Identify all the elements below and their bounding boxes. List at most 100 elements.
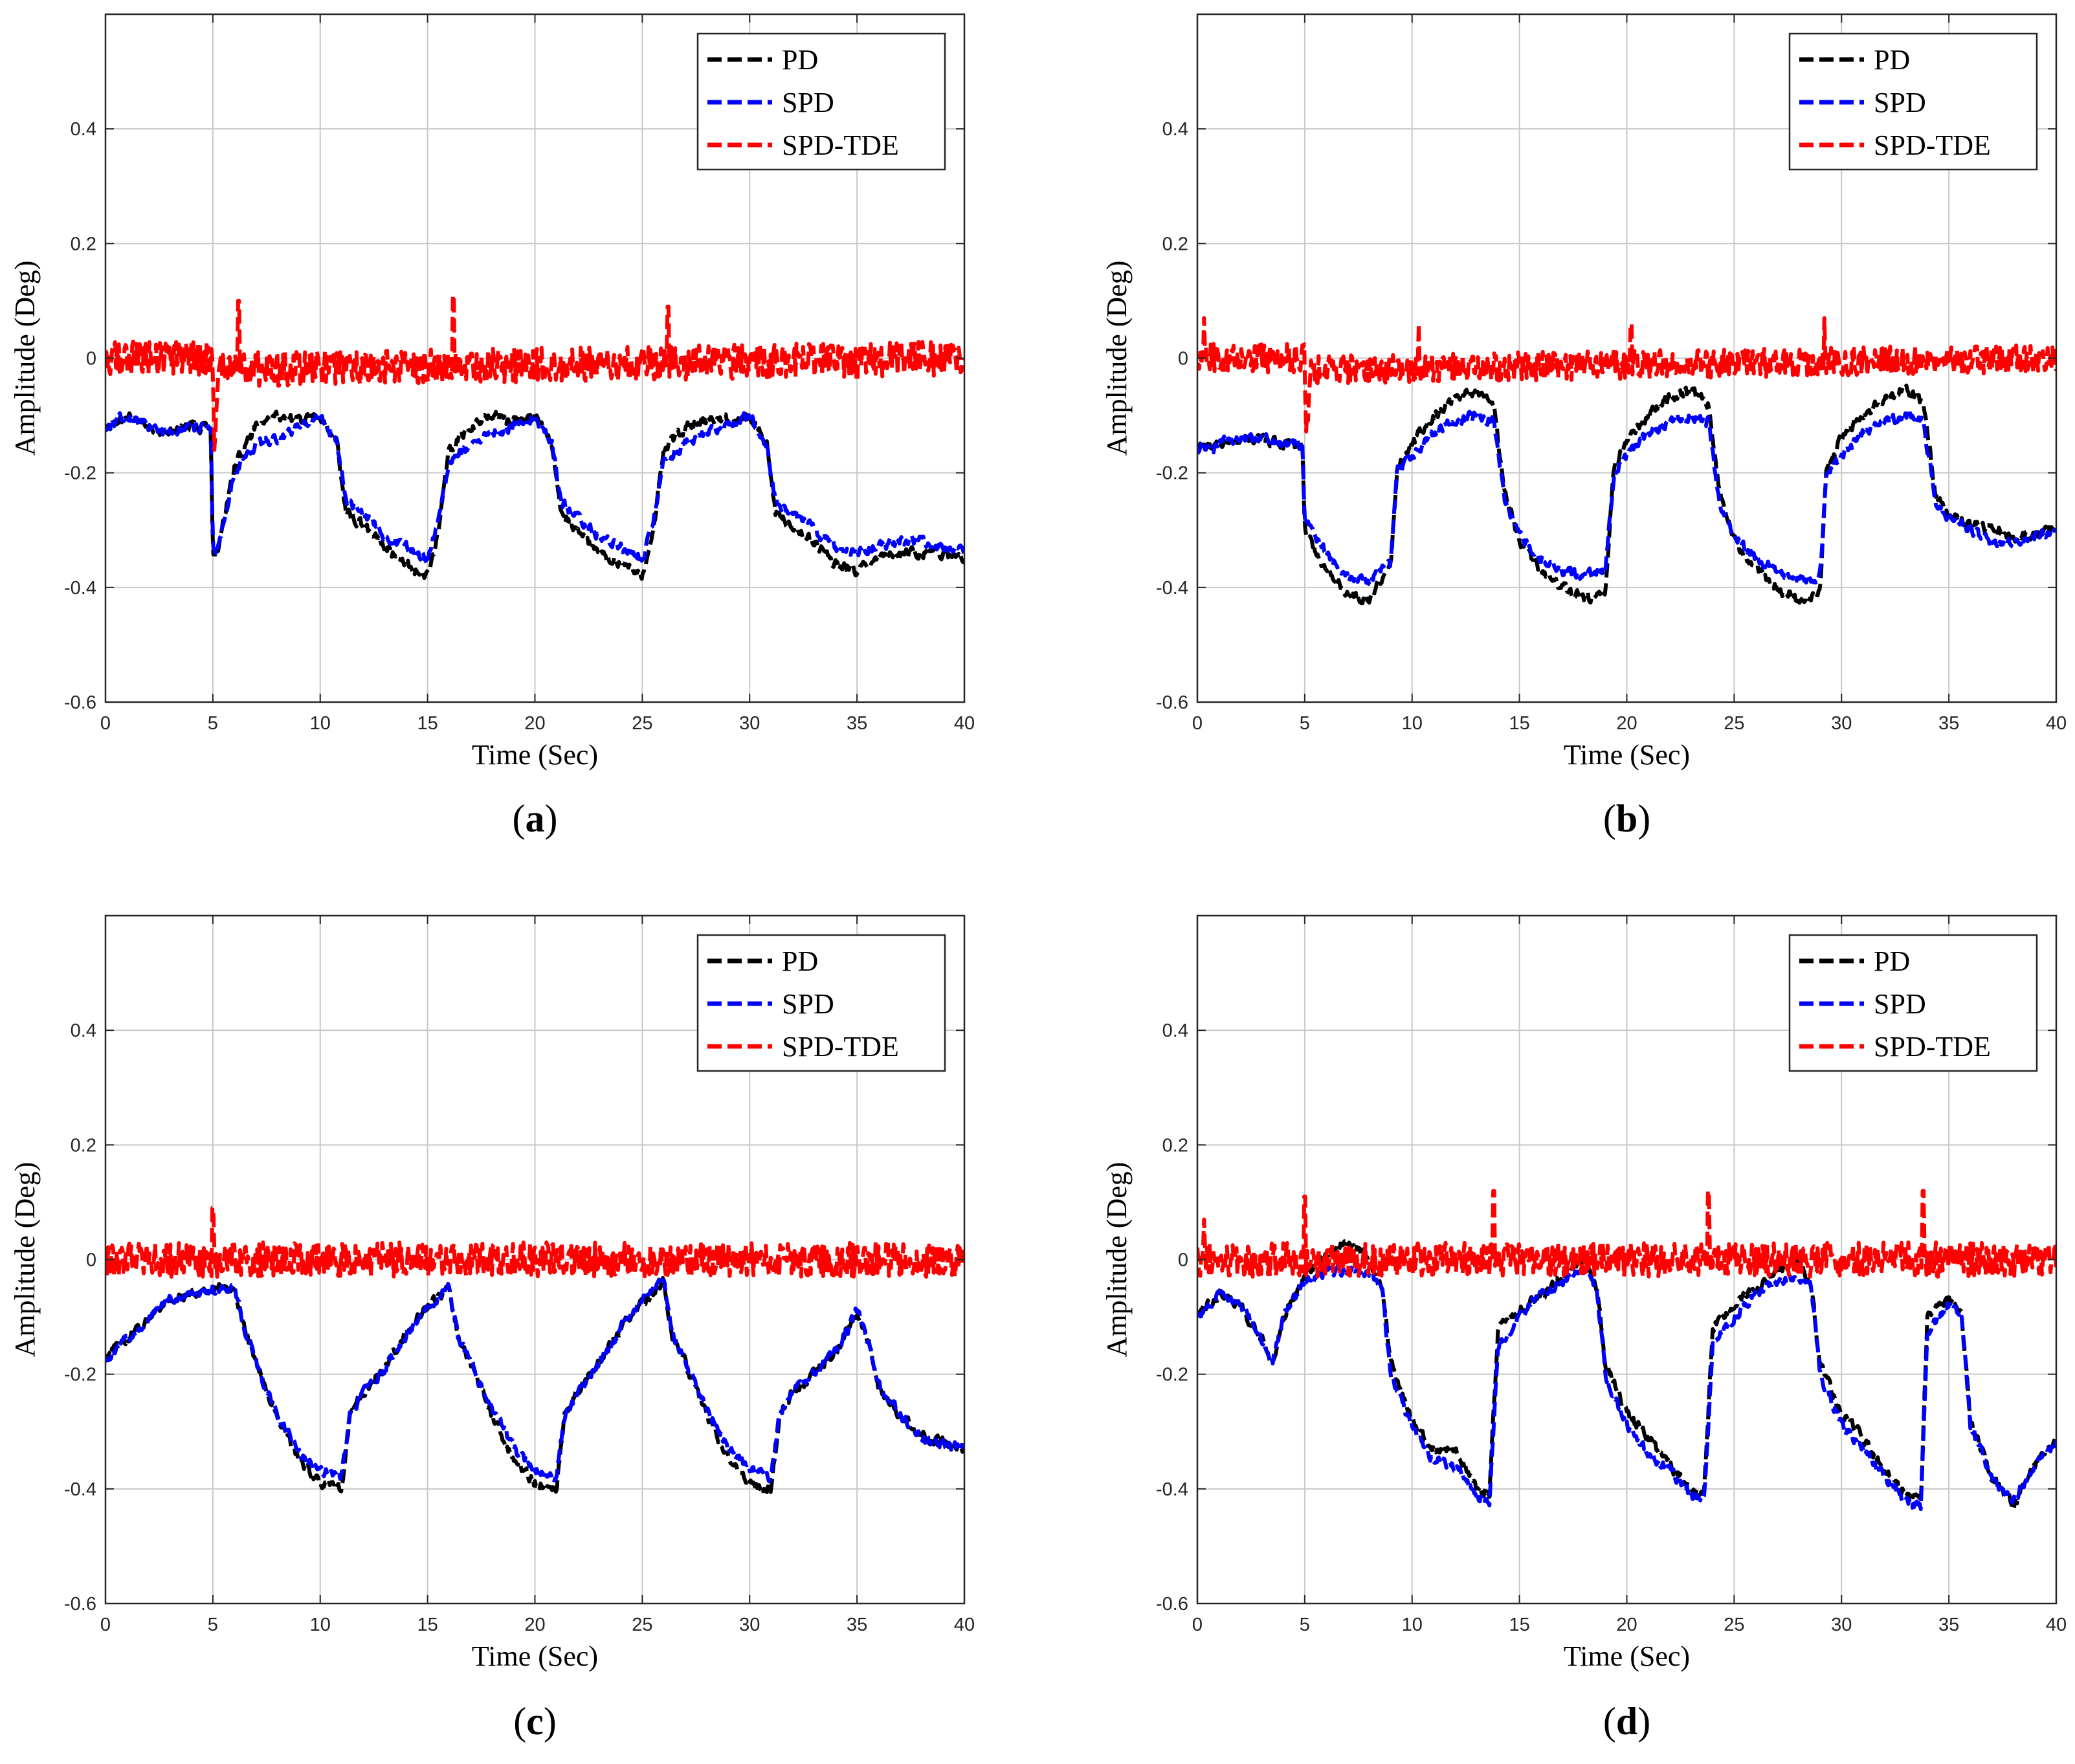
panel-label: (d): [1603, 1700, 1650, 1743]
chart-panel-b: 0 5 10 15 20 25 30 35 40 -0.6 -0.4 -0.2 0 0.2 0.4 Time …: [1101, 13, 2067, 840]
series-line-pd: [105, 410, 964, 581]
legend-label-spd: SPD: [1874, 988, 1926, 1020]
x-tick-label: 10: [310, 1615, 331, 1635]
y-tick-label: 0: [86, 349, 96, 369]
x-tick-label: 30: [739, 1615, 760, 1635]
series-line-spd-tde: [1197, 316, 2056, 434]
x-tick-label: 10: [310, 713, 331, 734]
x-tick-label: 5: [1300, 713, 1310, 734]
legend: PD SPD SPD-TDE: [696, 32, 946, 171]
y-tick-label: 0.4: [1162, 119, 1188, 140]
x-tick-label: 20: [1616, 1615, 1637, 1635]
y-tick-label: -0.2: [64, 1365, 96, 1385]
y-tick-label: 0.2: [71, 234, 96, 254]
series-group: [1197, 316, 2056, 606]
x-tick-label: 30: [1831, 1615, 1852, 1635]
series-line-spd: [105, 1277, 964, 1484]
legend-label-spd-tde: SPD-TDE: [1874, 1031, 1991, 1063]
x-tick-label: 5: [208, 713, 218, 734]
x-tick-label: 40: [954, 713, 975, 734]
x-tick-label: 5: [208, 1615, 218, 1635]
x-tick-label: 15: [417, 713, 438, 734]
legend-label-spd: SPD: [1874, 87, 1926, 118]
panel-label: (b): [1603, 797, 1650, 840]
chart-panel-a: 0 5 10 15 20 25 30 35 40 -0.6 -0.4 -0.2 0 0.2 0.4 Time …: [9, 13, 975, 840]
series-line-spd: [1197, 1264, 2056, 1512]
x-tick-label: 35: [1938, 713, 1959, 734]
legend-label-pd: PD: [782, 44, 818, 76]
y-tick-label: -0.2: [1156, 463, 1188, 484]
x-tick-label: 0: [1192, 713, 1203, 734]
x-axis-label: Time (Sec): [1564, 1640, 1690, 1672]
x-tick-label: 30: [739, 713, 760, 734]
x-tick-label: 35: [847, 1615, 867, 1635]
legend-label-spd: SPD: [782, 87, 834, 118]
y-tick-label: 0.2: [1162, 234, 1188, 254]
y-tick-label: 0: [86, 1250, 96, 1271]
y-tick-label: -0.6: [1156, 1594, 1188, 1615]
chart-panel-d: 0 5 10 15 20 25 30 35 40 -0.6 -0.4 -0.2 0 0.2 0.4 Time …: [1101, 914, 2067, 1743]
x-tick-label: 15: [1509, 713, 1529, 734]
series-group: [105, 293, 964, 581]
x-tick-label: 40: [954, 1615, 975, 1635]
legend: PD SPD SPD-TDE: [1788, 32, 2038, 171]
y-tick-label: -0.6: [1156, 692, 1188, 713]
x-tick-label: 15: [417, 1615, 438, 1635]
y-tick-label: -0.4: [64, 1479, 96, 1500]
x-tick-label: 10: [1402, 1615, 1423, 1635]
x-tick-label: 15: [1509, 1615, 1529, 1635]
legend: PD SPD SPD-TDE: [696, 934, 946, 1072]
x-axis-label: Time (Sec): [472, 1640, 598, 1672]
series-line-spd-tde: [105, 1206, 964, 1279]
series-line-spd: [105, 411, 964, 567]
legend-label-spd-tde: SPD-TDE: [1874, 129, 1991, 161]
x-tick-label: 30: [1831, 713, 1852, 734]
y-axis-label: Amplitude (Deg): [1101, 1162, 1133, 1358]
x-tick-label: 0: [1192, 1615, 1203, 1635]
y-axis-label: Amplitude (Deg): [9, 261, 41, 456]
x-tick-label: 20: [524, 1615, 545, 1635]
legend-label-pd: PD: [1874, 44, 1910, 76]
y-tick-label: 0.4: [71, 119, 96, 140]
x-tick-label: 0: [100, 713, 111, 734]
legend-label-spd: SPD: [782, 988, 834, 1020]
legend-label-pd: PD: [1874, 945, 1910, 977]
y-tick-label: -0.6: [64, 1594, 96, 1615]
series-line-pd: [1197, 383, 2056, 606]
x-tick-label: 25: [1724, 1615, 1744, 1635]
series-group: [1197, 1189, 2056, 1512]
y-tick-label: -0.2: [1156, 1365, 1188, 1385]
y-tick-label: 0.4: [71, 1020, 96, 1041]
y-tick-label: 0: [1178, 1250, 1188, 1271]
x-tick-label: 20: [524, 713, 545, 734]
y-tick-label: -0.2: [64, 463, 96, 484]
x-tick-label: 25: [632, 1615, 652, 1635]
x-tick-label: 0: [100, 1615, 111, 1635]
y-tick-label: -0.4: [64, 578, 96, 599]
x-tick-label: 5: [1300, 1615, 1310, 1635]
x-tick-label: 35: [847, 713, 867, 734]
y-tick-label: 0: [1178, 349, 1188, 369]
series-line-spd: [1197, 410, 2056, 588]
legend-label-spd-tde: SPD-TDE: [782, 129, 899, 161]
legend-label-spd-tde: SPD-TDE: [782, 1031, 899, 1063]
x-tick-label: 20: [1616, 713, 1637, 734]
y-tick-label: -0.6: [64, 692, 96, 713]
x-tick-label: 35: [1938, 1615, 1959, 1635]
series-group: [105, 1206, 964, 1494]
series-line-pd: [1197, 1239, 2056, 1512]
series-line-spd-tde: [1197, 1189, 2056, 1279]
series-line-spd-tde: [105, 293, 964, 452]
x-axis-label: Time (Sec): [472, 739, 598, 771]
y-tick-label: 0.2: [1162, 1135, 1188, 1156]
y-axis-label: Amplitude (Deg): [9, 1162, 41, 1358]
y-tick-label: 0.2: [71, 1135, 96, 1156]
legend: PD SPD SPD-TDE: [1788, 934, 2038, 1072]
legend-label-pd: PD: [782, 945, 818, 977]
x-tick-label: 25: [1724, 713, 1744, 734]
y-axis-label: Amplitude (Deg): [1101, 261, 1133, 456]
y-tick-label: 0.4: [1162, 1020, 1188, 1041]
chart-panel-c: 0 5 10 15 20 25 30 35 40 -0.6 -0.4 -0.2 0 0.2 0.4 Time …: [9, 914, 975, 1743]
